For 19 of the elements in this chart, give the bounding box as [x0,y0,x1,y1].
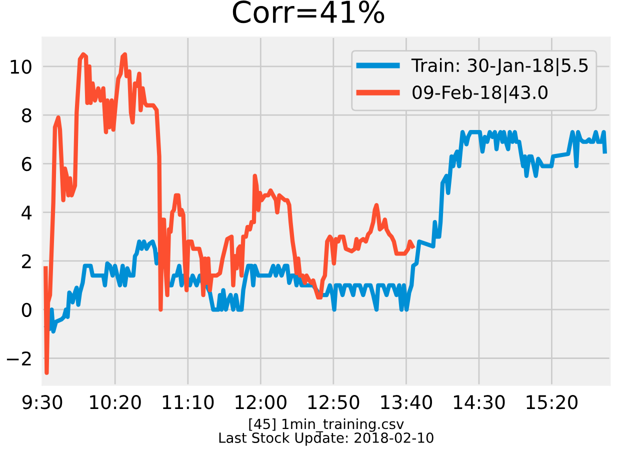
x-tick-label: 13:40 [381,395,432,410]
x-tick-label: 14:30 [454,395,505,410]
legend-label: Train: 30-Jan-18|5.5 [411,58,588,76]
y-tick-label: 2 [22,254,31,268]
y-tick-label: 8 [22,108,32,122]
x-axis-title: [45] 1min_training.csv Last Stock Update: 2018-02-10 [219,418,434,446]
y-tick-label: 4 [22,206,32,220]
x-tick-label: 12:00 [236,395,286,410]
x-tick-label: 10:20 [90,395,141,410]
x-tick-label: 12:50 [308,395,360,410]
y-tick-label: −2 [6,351,31,366]
y-tick-label: 0 [22,302,32,318]
chart-title: Corr=41% [232,0,384,24]
x-tick-label: 9:30 [22,395,62,410]
y-tick-label: 6 [22,156,32,172]
legend-label: 09-Feb-18|43.0 [412,85,548,104]
y-tick-label: 10 [10,60,32,74]
x-tick-label: 11:10 [162,395,214,410]
x-tick-label: 15:20 [526,395,578,410]
